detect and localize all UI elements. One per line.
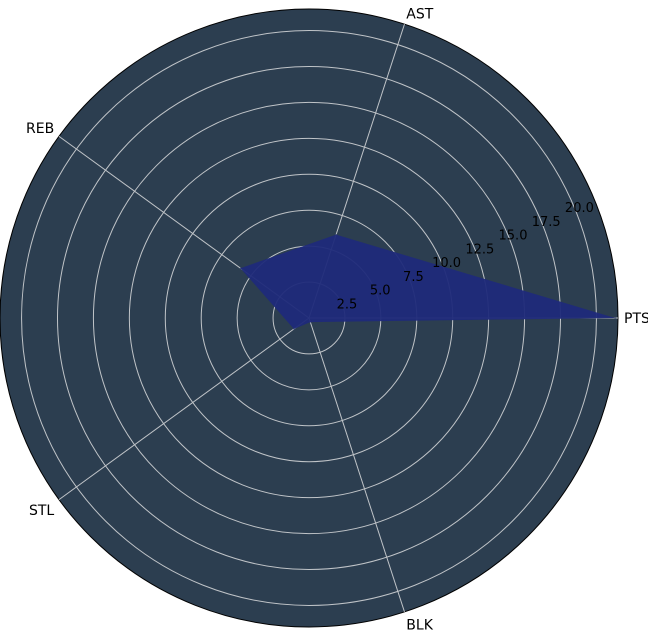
rtick-label: 10.0 [432,256,461,271]
spoke-blk [308,317,405,613]
rtick-label: 20.0 [565,201,594,216]
data-point-blk [309,321,311,323]
axis-label-pts: PTS [624,311,648,327]
rtick-label: 15.0 [499,229,528,244]
rtick-label: 17.5 [532,215,561,230]
rtick-label: 5.0 [370,284,391,299]
rtick-label: 12.5 [465,243,494,258]
data-point-pts [614,317,616,319]
series [239,234,616,330]
data-point-stl [293,328,295,330]
axis-label-stl: STL [29,503,54,519]
data-point-ast [335,234,337,236]
rtick-label: 2.5 [337,298,358,313]
series-area-1 [240,234,616,329]
rtick-label: 7.5 [403,270,424,285]
axis-label-reb: REB [26,121,54,137]
axis-label-ast: AST [406,6,433,22]
radial-tick-labels: 2.5 5.0 7.5 10.0 12.5 15.0 17.5 20.0 [337,201,594,312]
axis-labels: PTS AST REB STL BLK [26,6,648,633]
axis-label-blk: BLK [406,618,433,634]
spoke-stl [58,317,310,501]
data-point-reb [239,267,241,269]
